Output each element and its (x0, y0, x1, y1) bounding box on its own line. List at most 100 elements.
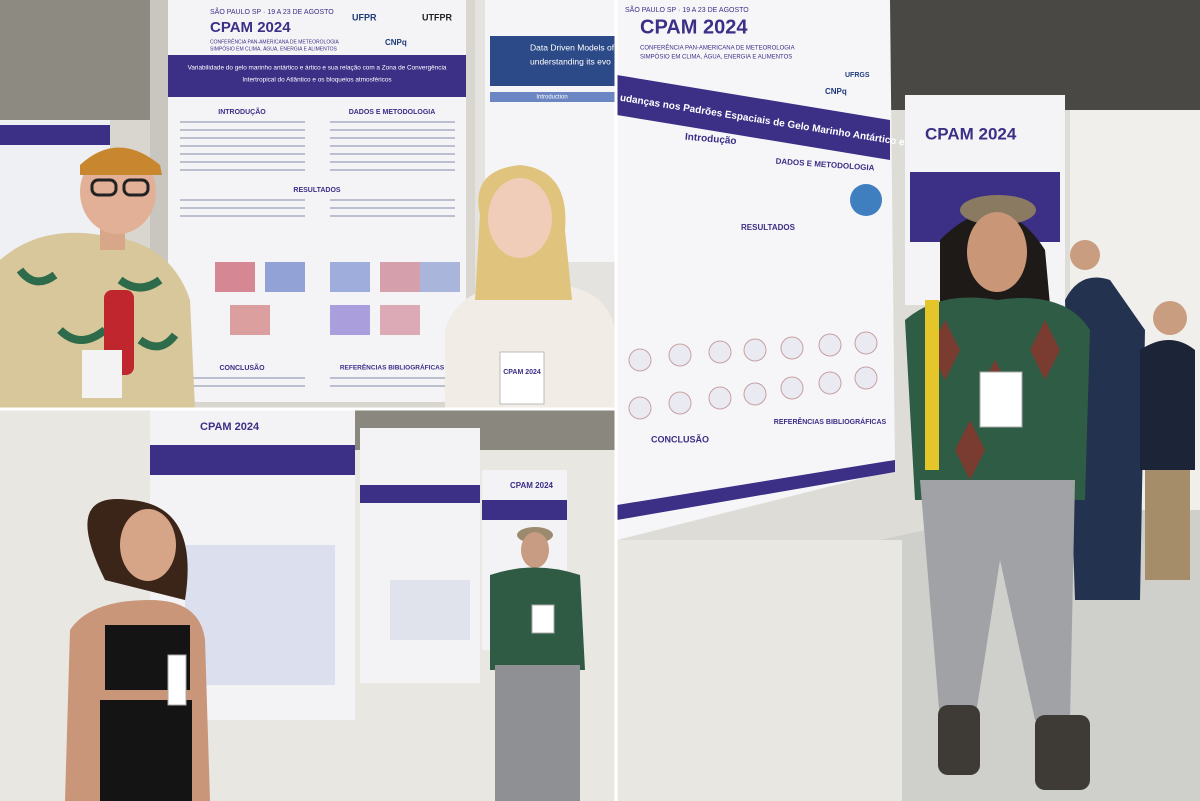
poster-figures (743, 382, 767, 406)
poster (360, 428, 480, 683)
shirt-pattern (16, 267, 179, 351)
panel (617, 540, 902, 801)
badge (531, 604, 555, 634)
poster-title: Data Driven Models of (530, 42, 615, 52)
poster-event: CPAM 2024 (210, 19, 291, 36)
badge (499, 351, 545, 405)
poster-figures (818, 371, 842, 395)
poster-subtitle: CONFERÊNCIA PAN-AMERICANA DE METEOROLOGI… (210, 37, 339, 45)
poster-figures (628, 331, 878, 420)
poster-subtitle: SIMPÓSIO EM CLIMA, ÁGUA, ENERGIA E ALIME… (210, 45, 338, 52)
section-heading: CONCLUSÃO (219, 363, 265, 372)
poster-figures (668, 343, 692, 367)
poster-date: SÃO PAULO SP · 19 A 23 DE AGOSTO (210, 7, 334, 16)
poster-figures (230, 305, 270, 335)
poster-figures (818, 333, 842, 357)
section-heading: RESULTADOS (741, 223, 796, 232)
poster-title: understanding its evo (530, 56, 611, 66)
poster-figures (628, 396, 652, 420)
poster-figures (780, 376, 804, 400)
poster-title-band (617, 75, 890, 160)
section-heading: CONCLUSÃO (651, 434, 709, 444)
poster-event: CPAM 2024 (200, 421, 260, 433)
poster-title: Variabilidade do gelo marinho antártico … (188, 65, 447, 72)
section-heading: REFERÊNCIAS BIBLIOGRÁFICAS (774, 417, 887, 426)
poster-figures (708, 386, 732, 410)
poster-event: CPAM 2024 (510, 481, 554, 490)
poster-figures (780, 336, 804, 360)
logo: UFRGS (845, 72, 870, 79)
poster-figures (708, 340, 732, 364)
section-heading: Introduction (536, 95, 567, 101)
poster-figures (215, 262, 460, 335)
section-heading: REFERÊNCIAS BIBLIOGRÁFICAS (340, 363, 445, 372)
poster-figures (330, 262, 370, 292)
logo: CNPq (825, 87, 847, 96)
section-heading: DADOS E METODOLOGIA (349, 109, 436, 116)
poster-body-text (180, 121, 455, 387)
ceiling (0, 0, 150, 120)
poster-title: Intertropical do Atlântico e os bloqueio… (242, 77, 391, 84)
person (905, 195, 1090, 790)
glasses (90, 178, 118, 197)
shoe (938, 705, 980, 775)
logo: UTFPR (422, 12, 452, 22)
blouse (445, 284, 615, 408)
cap (80, 147, 162, 175)
poster-subtitle: SIMPÓSIO EM CLIMA, ÁGUA, ENERGIA E ALIME… (640, 54, 792, 61)
poster-title-band (150, 445, 355, 475)
person (65, 499, 210, 801)
child (1140, 340, 1195, 470)
photo-top-left: SÃO PAULO SP · 19 A 23 DE AGOSTO CPAM 20… (0, 0, 615, 408)
poster-figure (850, 184, 882, 216)
face (1153, 301, 1187, 335)
poster-figures (743, 338, 767, 362)
poster-figures (265, 262, 305, 292)
poster-figures (215, 262, 255, 292)
poster-figures (854, 366, 878, 390)
poster-title-band (168, 55, 466, 97)
pants (495, 665, 580, 801)
poster-b-section-bar (490, 92, 615, 102)
poster-figures (628, 348, 652, 372)
poster-figures (380, 262, 420, 292)
poster-figures (330, 305, 370, 335)
hat (960, 195, 1036, 225)
poster-footer (617, 460, 895, 520)
badge (979, 371, 1023, 428)
person (490, 527, 585, 801)
section-heading: Introdução (685, 132, 737, 147)
face (120, 509, 176, 581)
person: CPAM 2024 (445, 165, 615, 408)
face (488, 178, 552, 258)
pants (920, 480, 1075, 720)
poster-b-header (490, 36, 615, 86)
side-poster-header (0, 125, 110, 145)
face (1070, 240, 1100, 270)
poster-figures (668, 391, 692, 415)
badge (167, 654, 187, 706)
poster-figures (390, 580, 470, 640)
poster-figures (854, 331, 878, 355)
badge-text: CPAM 2024 (503, 369, 541, 376)
poster-event: CPAM 2024 (925, 124, 1017, 143)
poster-c (617, 0, 895, 540)
person (0, 147, 195, 408)
pants (100, 700, 192, 801)
logo: CNPq (385, 38, 407, 47)
badge (82, 350, 122, 398)
poster-figures (185, 545, 335, 685)
poster-subtitle: CONFERÊNCIA PAN-AMERICANA DE METEOROLOGI… (640, 44, 795, 52)
poster-figures (380, 305, 420, 335)
child-pants (1145, 470, 1190, 580)
logo: UFPR (352, 12, 377, 22)
poster-figures (420, 262, 460, 292)
poster-title-band (360, 485, 480, 503)
shoe (1035, 715, 1090, 790)
section-heading: INTRODUÇÃO (218, 107, 266, 116)
photo-bottom-left: CPAM 2024 CPAM 2024 (0, 410, 615, 801)
bag-strap (925, 300, 939, 470)
